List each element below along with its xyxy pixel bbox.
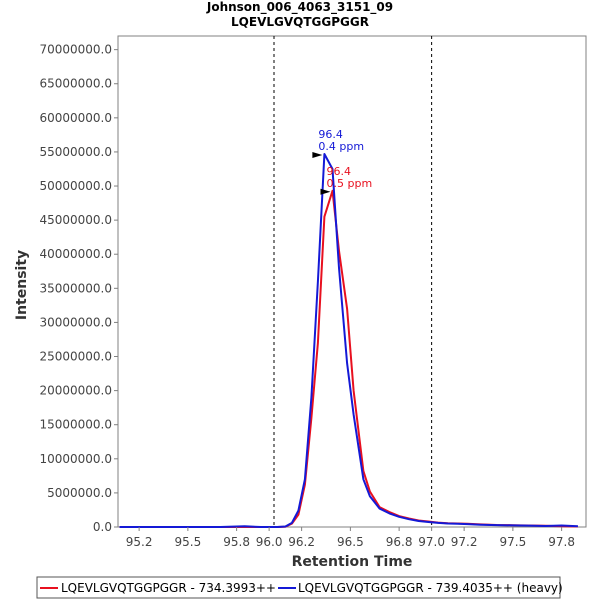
x-axis: 95.2 95.5 95.8 96.0 96.2 96.5 96.8 97.0 97.2 97.5…: [126, 527, 575, 549]
peak-arrow-icon: [312, 151, 323, 158]
plot-area: [117, 35, 587, 528]
y-axis: 0.0 5000000.0 10000000.0 15000000.0 20000000…: [39, 43, 118, 534]
peak-ppm-label: 0.4 ppm: [318, 140, 364, 153]
x-tick-label: 96.5: [337, 535, 364, 549]
y-tick-label: 40000000.0: [39, 247, 112, 261]
chart-subtitle: LQEVLGVQTGGPGGR: [231, 15, 369, 29]
legend-label-0: LQEVLGVQTGGPGGR - 734.3993++: [61, 581, 276, 595]
legend-label-1: LQEVLGVQTGGPGGR - 739.4035++ (heavy): [298, 581, 563, 595]
y-tick-label: 10000000.0: [39, 452, 112, 466]
y-tick-label: 45000000.0: [39, 213, 112, 227]
y-tick-label: 70000000.0: [39, 43, 112, 57]
peak-ppm-label: 0.5 ppm: [327, 177, 373, 190]
y-tick-label: 20000000.0: [39, 384, 112, 398]
y-axis-title: Intensity: [14, 250, 30, 320]
x-tick-label: 95.8: [223, 535, 250, 549]
y-tick-label: 15000000.0: [39, 418, 112, 432]
y-tick-label: 35000000.0: [39, 281, 112, 295]
x-axis-title: Retention Time: [292, 554, 413, 570]
series-line-1: [119, 153, 578, 528]
x-tick-label: 97.2: [451, 535, 478, 549]
x-tick-label: 97.5: [500, 535, 527, 549]
legend-box: [36, 576, 561, 599]
x-tick-label: 96.2: [288, 535, 315, 549]
y-tick-label: 0.0: [93, 520, 112, 534]
legend: LQEVLGVQTGGPGGR - 734.3993++ LQEVLGVQTGGP…: [36, 576, 563, 599]
y-tick-label: 30000000.0: [39, 315, 112, 329]
peak-rt-label: 96.4: [318, 128, 343, 141]
y-tick-label: 5000000.0: [47, 486, 112, 500]
y-tick-label: 50000000.0: [39, 179, 112, 193]
x-tick-label: 97.0: [418, 535, 445, 549]
x-tick-label: 96.0: [256, 535, 283, 549]
y-tick-label: 25000000.0: [39, 350, 112, 364]
peak-boundaries: [273, 36, 433, 527]
peak-rt-label: 96.4: [327, 165, 352, 178]
peak-arrow-icon: [320, 188, 331, 195]
y-tick-label: 65000000.0: [39, 77, 112, 91]
x-tick-label: 97.8: [548, 535, 575, 549]
series-layer: [119, 153, 578, 528]
y-tick-label: 60000000.0: [39, 111, 112, 125]
chart-title: Johnson_006_4063_3151_09: [206, 0, 393, 15]
y-tick-label: 55000000.0: [39, 145, 112, 159]
x-tick-label: 96.8: [386, 535, 413, 549]
x-tick-label: 95.5: [175, 535, 202, 549]
x-tick-label: 95.2: [126, 535, 153, 549]
